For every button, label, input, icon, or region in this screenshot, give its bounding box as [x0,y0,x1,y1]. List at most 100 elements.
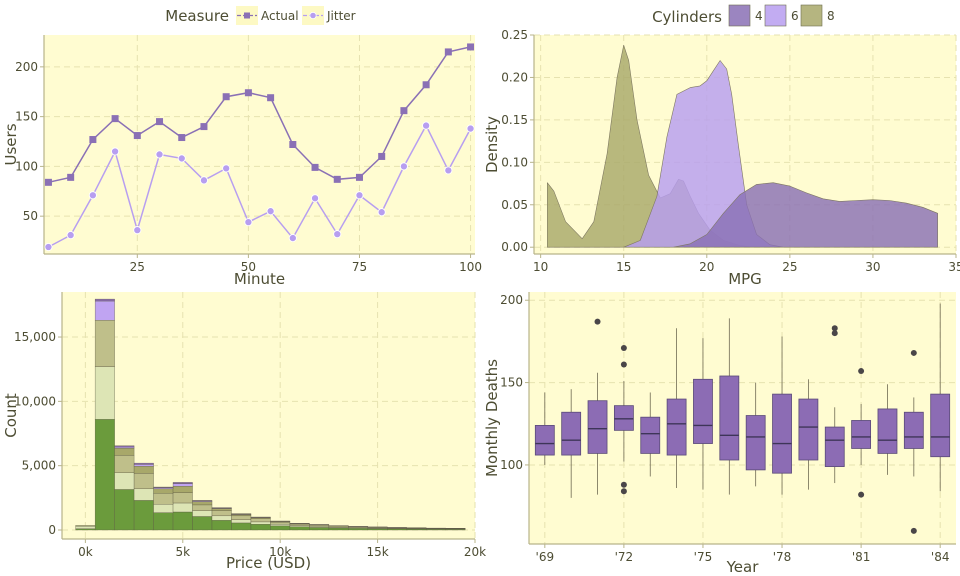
histogram-bar-segment [94,366,115,420]
data-point-jitter [310,194,320,203]
series-line-jitter [48,123,472,248]
legend-label: Jitter [326,9,356,23]
data-point-jitter [177,154,186,163]
box-iqr [877,408,898,454]
y-tick-label: 0.15 [501,113,528,127]
x-tick-label: 35 [948,260,960,274]
data-point-actual [267,94,275,102]
x-tick-label: 20k [464,545,486,559]
legend-label: Actual [261,9,299,23]
legend-key-marker [244,12,250,19]
histogram-bar-segment [94,298,115,302]
data-point-actual [422,81,430,89]
histogram-bar-segment [133,462,154,465]
x-axis-title: Price (USD) [226,554,311,572]
mpg-density-chart: 10 15 20 25 30 35 0.00 0.05 0.10 0.15 0.20 0.25 MPG D… [483,4,960,288]
x-axis-title: MPG [728,270,762,288]
histogram-bar-segment [250,521,271,525]
data-point-jitter [155,150,164,159]
box-iqr [613,405,634,431]
outlier-point [620,345,627,351]
x-tick-label: '84 [931,550,950,564]
data-point-jitter [333,230,342,239]
data-point-actual [67,173,75,181]
data-point-actual [111,115,119,123]
histogram-bar-segment [133,500,154,531]
box-iqr [587,400,608,454]
legend-item-cyl-8: 8 [800,4,835,27]
data-point-jitter [244,218,253,227]
x-tick-label: 75 [352,260,367,274]
x-tick-label: 25 [130,260,145,274]
histogram-bar-segment [133,488,154,501]
box-iqr [561,411,582,456]
boxplot-1971 [587,318,608,495]
outlier-point [620,481,627,488]
data-point-jitter [422,121,431,130]
histogram-bar-segment [289,523,310,526]
outlier-point [831,330,838,337]
x-tick-label: '81 [852,550,871,564]
data-point-actual [222,93,230,101]
histogram-bar-segment [172,492,193,504]
legend-label: 4 [755,9,763,23]
series-line-actual [48,46,471,184]
boxplot-1978 [772,336,792,495]
x-tick-label: 30 [865,260,880,274]
boxplot-1969 [534,392,555,465]
y-tick-label: 150 [15,110,38,124]
boxplot-1984 [930,303,951,492]
boxplot-1980 [824,325,845,484]
histogram-bar-segment [211,510,232,517]
legend-label: 8 [827,9,835,23]
data-point-actual [355,173,363,181]
legend-key-swatch [728,4,751,27]
data-point-actual [378,152,386,160]
boxplot-1981 [851,368,872,498]
y-tick-label: 200 [500,293,523,307]
histogram-bar-segment [328,527,349,531]
histogram-bar-segment [192,500,213,502]
y-tick-label: 100 [15,159,38,173]
x-tick-label: 0k [78,545,93,559]
y-tick-label: 200 [15,60,38,74]
outlier-point [858,491,865,498]
histogram-bar-segment [153,488,174,494]
box-iqr [798,398,819,461]
box-iqr [640,416,661,454]
y-tick-label: 0.00 [501,240,528,254]
box-iqr [930,393,951,458]
data-point-actual [178,134,186,142]
y-axis-title: Density [483,116,501,173]
y-tick-label: 15,000 [14,330,56,344]
histogram-bar-segment [211,515,232,521]
histogram-bar-segment [192,504,213,511]
x-axis-title: Minute [234,270,285,288]
box-iqr [693,378,713,444]
y-tick-label: 50 [23,209,38,223]
histogram-bar-segment [75,525,96,527]
data-point-actual [400,107,408,115]
x-axis-title: Year [726,558,760,576]
data-point-actual [333,175,341,183]
y-axis-title: Monthly Deaths [483,359,501,477]
x-tick-label: 15k [366,545,388,559]
histogram-bar-segment [172,482,193,484]
deaths-boxplot-chart: '69 '72 '75 '78 '81 '84 100 150 200 Year Monthly D… [483,292,956,576]
histogram-bar-segment [114,446,135,449]
data-point-jitter [399,162,408,171]
histogram-bar-segment [133,464,154,467]
boxplot-1975 [693,338,713,490]
y-tick-label: 150 [500,376,523,390]
histogram-bar-segment [114,448,135,456]
data-point-jitter [111,147,120,156]
y-tick-label: 0.05 [501,198,528,212]
legend-item-jitter: Jitter [302,6,356,25]
y-tick-label: 0.10 [501,155,528,169]
data-point-actual [44,178,52,186]
outlier-point [594,318,601,325]
x-tick-label: 15 [616,260,631,274]
data-point-actual [467,43,475,51]
y-tick-label: 0.25 [501,28,528,42]
histogram-bar-segment [270,524,291,527]
